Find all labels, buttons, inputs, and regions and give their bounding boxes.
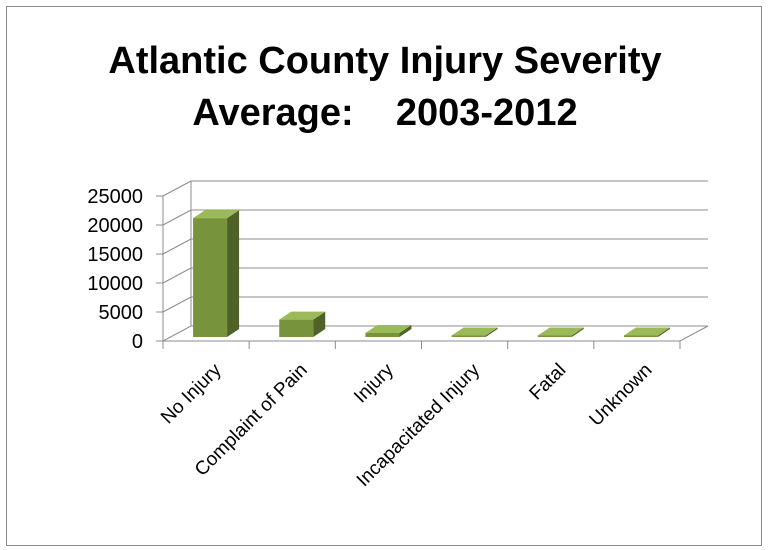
bar-top-5 [623,327,670,336]
y-tick-labels: 0 5000 10000 15000 20000 25000 [87,186,143,353]
bar-side-5 [657,327,670,337]
gridline-depth [162,180,192,197]
gridline-depth [162,238,192,255]
y-tick-label: 0 [132,331,143,353]
bar-front-4 [537,335,572,337]
y-tick-label: 20000 [87,215,143,237]
y-tick-label: 10000 [87,273,143,295]
bar-side-4 [571,327,584,337]
gridline-depth [162,267,192,284]
chart-floor [162,325,709,342]
gridline-depth [162,209,192,226]
axes [156,195,709,349]
gridlines [162,180,708,313]
bar-front-0 [193,218,228,337]
bar-top-2 [365,324,412,333]
bar-front-2 [365,332,400,337]
bar-front-5 [623,335,658,337]
bar-top-4 [537,327,584,336]
bar-top-1 [279,311,326,320]
x-category-label: No Injury [157,359,226,428]
x-category-label: Injury [350,359,398,407]
chart-frame [6,6,762,546]
bar-top-0 [193,210,240,219]
bars [193,210,670,337]
y-tick-label: 5000 [99,302,144,324]
bar-side-2 [399,324,412,337]
chart-title-line-1: Atlantic County Injury Severity [108,40,662,82]
x-category-label: Fatal [526,360,571,405]
x-category-label: Unknown [586,360,657,431]
bar-side-0 [227,210,240,337]
chart-title-line-2: Average: 2003-2012 [192,92,578,134]
bar-front-1 [279,319,314,337]
bar-top-3 [451,327,498,336]
bar-side-1 [313,311,326,337]
gridline-depth [162,296,192,313]
y-tick-label: 15000 [87,244,143,266]
y-tick-label: 25000 [87,186,143,208]
bar-front-3 [451,335,486,337]
bar-side-3 [485,327,498,337]
